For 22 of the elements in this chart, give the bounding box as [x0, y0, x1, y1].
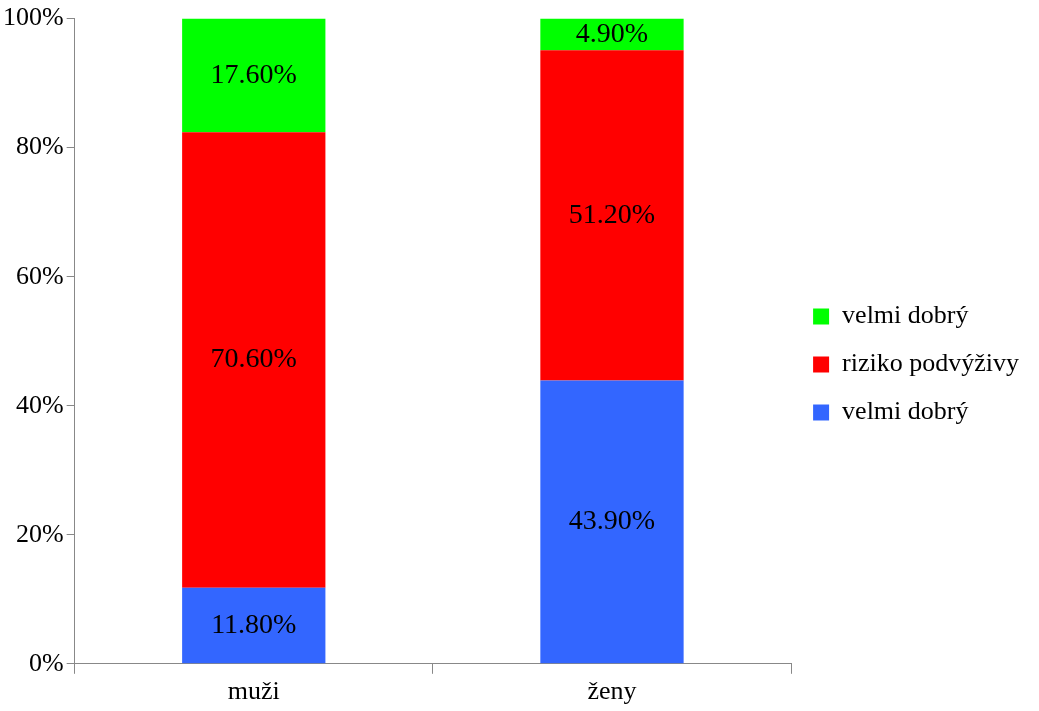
bar: [540, 50, 684, 381]
data-label: 4.90%: [575, 16, 649, 48]
bar: [182, 132, 326, 588]
y-tick-label: 20%: [15, 518, 64, 548]
bar: [540, 380, 684, 664]
y-tick-label: 100%: [2, 2, 64, 32]
x-tick-label: ženy: [587, 676, 637, 706]
data-label: 43.90%: [568, 504, 656, 536]
y-tick-label: 60%: [15, 260, 64, 290]
data-label: 17.60%: [210, 57, 297, 89]
y-tick-label: 40%: [15, 389, 64, 419]
legend-label: riziko podvýživy: [842, 348, 1020, 378]
legend-label: velmi dobrý: [842, 300, 969, 330]
legend-label: velmi dobrý: [842, 396, 969, 426]
y-tick-label: 0%: [28, 647, 64, 677]
data-label: 70.60%: [210, 342, 297, 374]
y-tick-label: 80%: [15, 131, 64, 161]
bar: [182, 18, 326, 133]
x-tick-label: muži: [227, 676, 280, 706]
data-label: 51.20%: [568, 197, 656, 229]
bar: [182, 587, 326, 664]
data-label: 11.80%: [211, 607, 297, 639]
